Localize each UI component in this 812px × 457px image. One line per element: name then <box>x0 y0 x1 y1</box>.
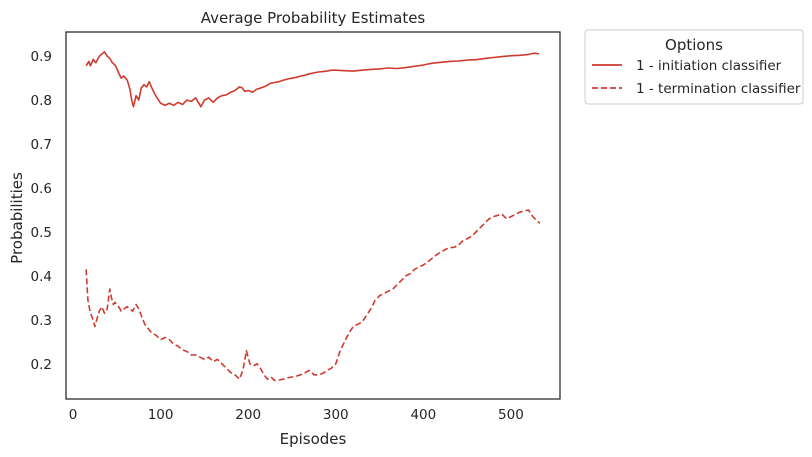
chart-title: Average Probability Estimates <box>201 9 426 27</box>
legend-frame <box>584 29 804 105</box>
legend-entry-termination: 1 - termination classifier <box>636 81 801 97</box>
plot-area <box>65 31 561 400</box>
x-tick-label: 400 <box>410 407 436 423</box>
y-tick-label: 0.3 <box>31 313 52 329</box>
x-tick-label: 300 <box>323 407 349 423</box>
y-axis-label: Probabilities <box>8 172 26 264</box>
y-tick-label: 0.5 <box>31 225 52 241</box>
y-axis: 0.2 0.3 0.4 0.5 0.6 0.7 0.8 0.9 <box>31 49 52 373</box>
x-tick-label: 0 <box>69 407 78 423</box>
legend-entry-initiation: 1 - initiation classifier <box>636 58 782 74</box>
x-tick-label: 100 <box>148 407 174 423</box>
x-tick-label: 500 <box>498 407 524 423</box>
series-line-initiation <box>85 51 540 108</box>
series-line-termination <box>85 209 541 382</box>
x-axis: 0 100 200 300 400 500 <box>69 407 524 423</box>
x-axis-label: Episodes <box>280 430 347 448</box>
y-tick-label: 0.4 <box>31 269 52 285</box>
y-tick-label: 0.7 <box>31 137 52 153</box>
legend-title: Options <box>665 36 723 54</box>
y-tick-label: 0.2 <box>31 357 52 373</box>
x-tick-label: 200 <box>235 407 261 423</box>
y-tick-label: 0.9 <box>31 49 52 65</box>
series-layer <box>85 51 541 382</box>
plot-frame <box>65 31 561 400</box>
y-tick-label: 0.6 <box>31 181 52 197</box>
y-tick-label: 0.8 <box>31 93 52 109</box>
legend: Options 1 - initiation classifier 1 - te… <box>584 29 804 105</box>
